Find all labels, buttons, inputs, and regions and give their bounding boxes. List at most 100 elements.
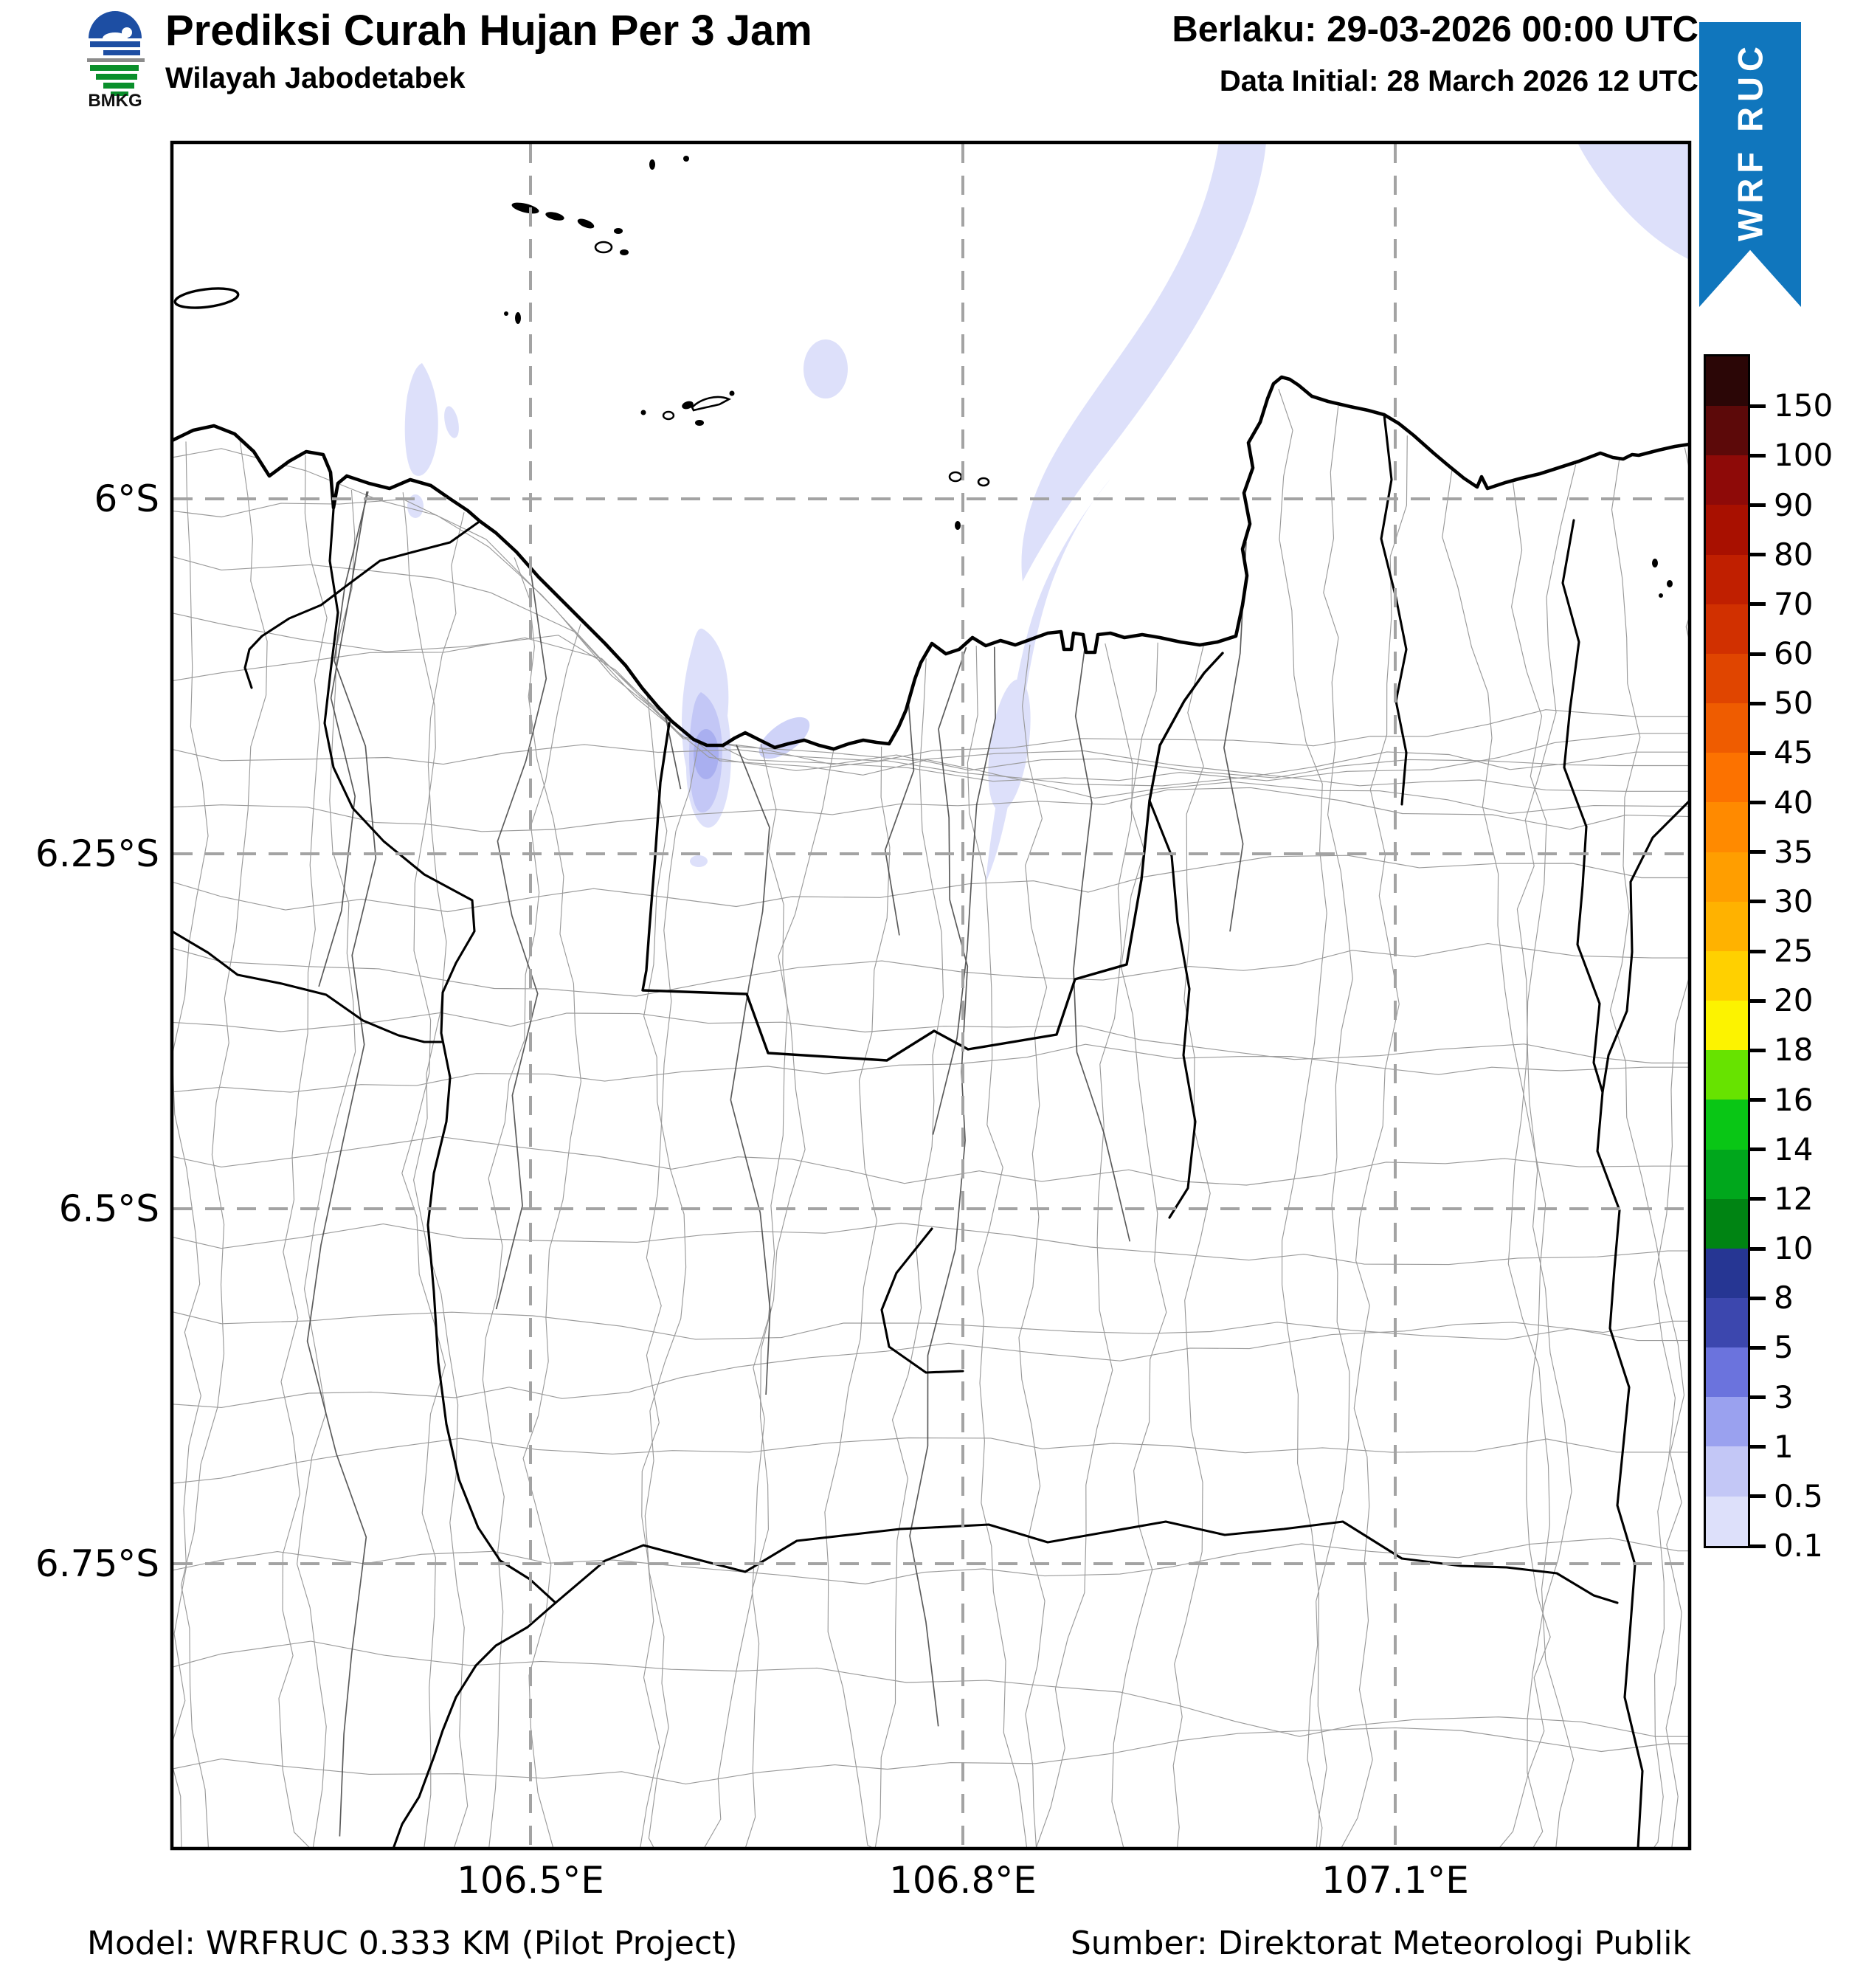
- colorbar-segment: [1706, 604, 1748, 654]
- islands: [173, 156, 1673, 598]
- colorbar-tick: [1750, 404, 1766, 408]
- colorbar-tick-label: 12: [1774, 1180, 1814, 1217]
- x-tick-label: 106.8°E: [889, 1859, 1037, 1902]
- rain-jakarta-dot: [690, 855, 708, 867]
- rain-shading: [404, 142, 1690, 883]
- colorbar-tick-label: 100: [1774, 437, 1834, 474]
- colorbar-tick: [1750, 1197, 1766, 1201]
- colorbar-tick: [1750, 1544, 1766, 1548]
- colorbar-tick-label: 25: [1774, 933, 1814, 969]
- rain-jakarta-side: [758, 717, 810, 759]
- colorbar-tick: [1750, 652, 1766, 656]
- colorbar-tick: [1750, 1494, 1766, 1499]
- page-subtitle: Wilayah Jabodetabek: [165, 62, 466, 94]
- logo-green-stripe1: [90, 65, 139, 71]
- colorbar-tick: [1750, 850, 1766, 855]
- colorbar-segment: [1706, 1248, 1748, 1298]
- colorbar-tick: [1750, 998, 1766, 1003]
- graticule: [173, 144, 1688, 1847]
- colorbar-tick: [1750, 801, 1766, 804]
- regency-borders: [172, 413, 1690, 1849]
- colorbar-tick-label: 50: [1774, 685, 1814, 722]
- colorbar-tick: [1750, 453, 1766, 458]
- colorbar-tick: [1750, 750, 1766, 755]
- colorbar-segment: [1706, 1347, 1748, 1398]
- rain-streak-ne-lower: [986, 478, 1111, 883]
- island-large-west: [173, 287, 240, 309]
- colorbar-tick: [1750, 1246, 1766, 1251]
- colorbar-tick-label: 3: [1774, 1378, 1794, 1415]
- colorbar-tick-label: 45: [1774, 734, 1814, 771]
- y-tick-label: 6.5°S: [58, 1187, 159, 1230]
- colorbar-tick: [1750, 1296, 1766, 1300]
- colorbar-tick-label: 1: [1774, 1428, 1794, 1465]
- rain-streak-ne: [1021, 142, 1266, 581]
- colorbar-tick-label: 20: [1774, 982, 1814, 1019]
- colorbar-segment: [1706, 753, 1748, 803]
- colorbar-tick-label: 90: [1774, 486, 1814, 523]
- logo-green-stripe4: [111, 92, 128, 96]
- colorbar-tick-label: 30: [1774, 883, 1814, 919]
- page-title: Prediksi Curah Hujan Per 3 Jam: [165, 7, 812, 55]
- colorbar-tick-label: 70: [1774, 585, 1814, 622]
- logo-green-stripe3: [103, 83, 134, 89]
- bmkg-logo: BMKG: [87, 11, 145, 108]
- source-footer-label: Sumber: Direktorat Meteorologi Publik: [1070, 1925, 1691, 1962]
- colorbar-segment: [1706, 802, 1748, 852]
- colorbar-tick-label: 0.5: [1774, 1477, 1823, 1514]
- colorbar-segment: [1706, 505, 1748, 555]
- colorbar: [1704, 354, 1750, 1548]
- colorbar-segment: [1706, 356, 1748, 407]
- colorbar-segment: [1706, 1100, 1748, 1150]
- island-ring3: [948, 471, 963, 483]
- logo-green-stripe2: [96, 74, 137, 80]
- island-ring4: [977, 477, 990, 487]
- island-ring1: [594, 241, 613, 254]
- x-tick-label: 106.5°E: [457, 1859, 604, 1902]
- rain-corner-ne: [1577, 142, 1690, 260]
- colorbar-tick: [1750, 949, 1766, 953]
- colorbar-tick: [1750, 701, 1766, 705]
- colorbar-segment: [1706, 1446, 1748, 1497]
- logo-gray-line: [87, 58, 145, 62]
- logo-blue-stripe2: [103, 50, 140, 55]
- colorbar-tick-label: 80: [1774, 536, 1814, 573]
- colorbar-tick-label: 35: [1774, 833, 1814, 870]
- colorbar-segment: [1706, 1496, 1748, 1546]
- colorbar-segment: [1706, 950, 1748, 1001]
- y-tick-label: 6.25°S: [35, 832, 159, 875]
- colorbar-segment: [1706, 1198, 1748, 1249]
- colorbar-tick-label: 5: [1774, 1329, 1794, 1366]
- colorbar-tick: [1750, 1098, 1766, 1102]
- x-tick-label: 107.1°E: [1321, 1859, 1469, 1902]
- y-tick-label: 6.75°S: [35, 1542, 159, 1585]
- district-boundaries-mesh: [172, 388, 1690, 1849]
- colorbar-segment: [1706, 1001, 1748, 1051]
- colorbar-segment: [1706, 455, 1748, 505]
- colorbar-tick-label: 14: [1774, 1131, 1814, 1167]
- colorbar-tick-label: 16: [1774, 1081, 1814, 1118]
- colorbar-tick: [1750, 1445, 1766, 1449]
- island-ring2: [662, 410, 675, 421]
- island-arrow: [691, 396, 731, 412]
- logo-text: BMKG: [88, 91, 142, 108]
- colorbar-tick: [1750, 602, 1766, 607]
- colorbar-tick: [1750, 1395, 1766, 1399]
- y-tick-label: 6°S: [94, 477, 159, 520]
- rain-jakarta-core: [694, 729, 719, 779]
- colorbar-tick-label: 60: [1774, 635, 1814, 672]
- subdistrict-boundaries: [306, 491, 1247, 1837]
- valid-time-label: Berlaku: 29-03-2026 00:00 UTC: [1172, 10, 1698, 49]
- rain-dot-offshore: [803, 339, 848, 398]
- colorbar-tick-label: 8: [1774, 1280, 1794, 1316]
- rain-cell-west2: [444, 406, 459, 438]
- colorbar-segment: [1706, 653, 1748, 704]
- colorbar-tick: [1750, 503, 1766, 507]
- colorbar-tick: [1750, 1147, 1766, 1152]
- logo-cloud-cutout2: [122, 27, 132, 38]
- colorbar-tick: [1750, 553, 1766, 557]
- colorbar-tick-label: 40: [1774, 784, 1814, 821]
- coastline: [171, 375, 1690, 751]
